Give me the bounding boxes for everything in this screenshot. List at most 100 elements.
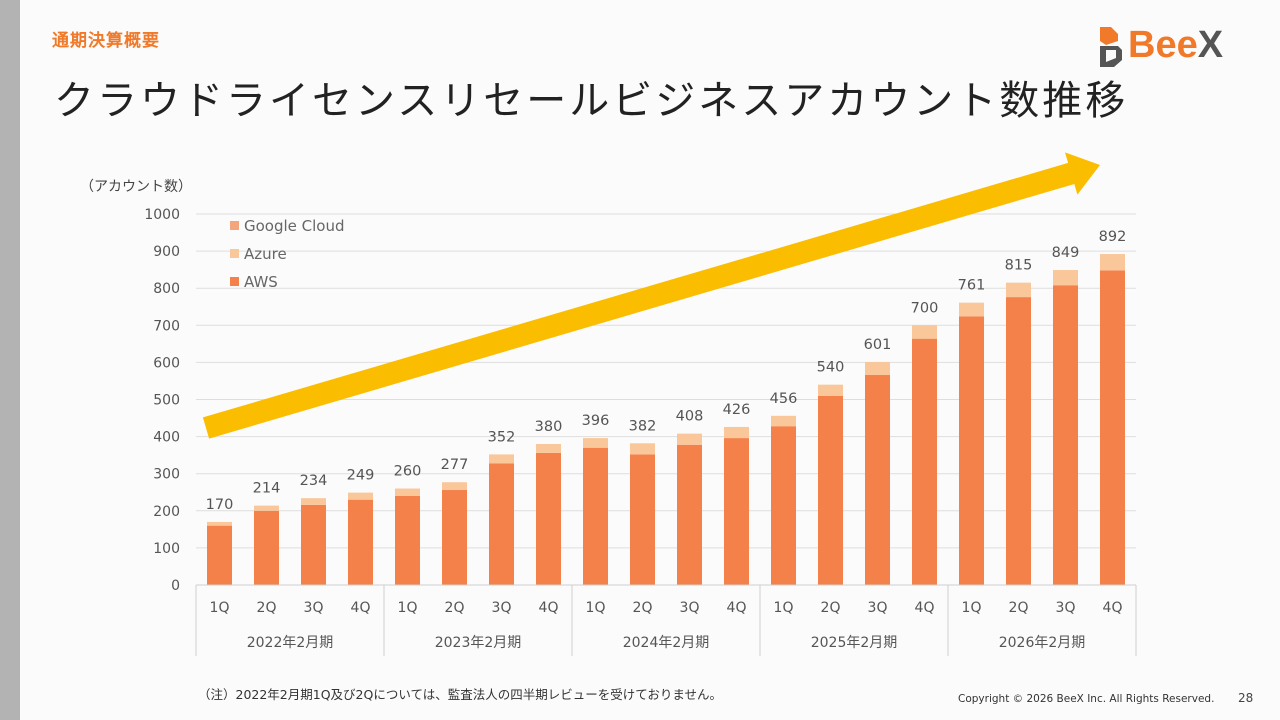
bar-azure [724,426,749,439]
total-data-label: 260 [394,464,422,480]
bar-aws [583,447,608,585]
y-tick-label: 500 [153,393,180,409]
bar-azure [489,454,514,464]
total-data-label: 815 [1005,258,1033,274]
legend-swatch [230,221,239,230]
total-data-label: 380 [535,419,563,435]
bar-aws [254,510,279,585]
bar-aws [301,504,326,585]
bar-azure [959,302,984,317]
section-label: 通期決算概要 [52,31,160,51]
y-tick-label: 700 [153,318,180,334]
beex-logo-mark-icon [1100,27,1122,67]
bar-azure [1053,270,1078,286]
footnote: （注）2022年2月期1Q及び2Qについては、監査法人の四半期レビューを受けてお… [198,687,722,702]
bar-azure [583,438,608,448]
beex-logo-text: BeeX [1128,24,1224,66]
x-tick-label: 3Q [304,600,324,616]
bar-azure [912,325,937,339]
total-data-label: 170 [206,497,234,513]
bar-azure [395,488,420,496]
bar-azure [442,482,467,491]
total-data-label: 277 [441,457,469,473]
total-data-label: 849 [1052,245,1080,261]
legend-swatch [230,277,239,286]
total-data-label: 214 [253,481,281,497]
y-tick-label: 1000 [144,207,180,223]
bar-aws [489,463,514,585]
bar-azure [536,444,561,453]
x-tick-label: 4Q [351,600,371,616]
x-tick-label: 1Q [398,600,418,616]
bar-azure [348,492,373,500]
x-tick-label: 4Q [727,600,747,616]
x-tick-label: 3Q [1056,600,1076,616]
bar-aws [630,454,655,585]
bar-azure [677,433,702,445]
y-tick-label: 0 [171,578,180,594]
bar-aws [395,495,420,585]
total-data-label: 601 [864,337,892,353]
bar-azure [207,521,232,526]
y-axis-unit-label: （アカウント数） [80,179,192,195]
y-tick-label: 800 [153,281,180,297]
x-tick-label: 1Q [774,600,794,616]
x-tick-label: 4Q [539,600,559,616]
total-data-label: 234 [300,473,328,489]
x-tick-label: 4Q [1103,600,1123,616]
copyright: Copyright © 2026 BeeX Inc. All Rights Re… [958,693,1215,705]
page-title: クラウドライセンスリセールビジネスアカウント数推移 [54,78,1129,124]
left-accent-bar [0,0,20,720]
beex-logo: BeeX [1096,24,1236,70]
group-label: 2025年2月期 [811,635,898,651]
legend-swatch [230,249,239,258]
x-tick-label: 2Q [257,600,277,616]
group-label: 2023年2月期 [435,635,522,651]
x-tick-label: 2Q [821,600,841,616]
trend-arrow [202,152,1100,439]
y-tick-label: 200 [153,504,180,520]
y-tick-label: 400 [153,430,180,446]
legend-label: Google Cloud [244,217,345,235]
bar-azure [254,505,279,511]
total-data-label: 408 [676,409,704,425]
bar-azure [1100,254,1125,271]
total-data-label: 396 [582,413,610,429]
y-tick-label: 600 [153,355,180,371]
y-tick-label: 900 [153,244,180,260]
total-data-label: 761 [958,278,986,294]
x-tick-label: 2Q [1009,600,1029,616]
total-data-label: 249 [347,468,375,484]
y-tick-label: 300 [153,467,180,483]
bar-azure [818,384,843,396]
total-data-label: 352 [488,429,516,445]
total-data-label: 456 [770,391,798,407]
bar-azure [630,443,655,455]
bar-aws [818,395,843,585]
bar-aws [442,490,467,585]
bar-aws [771,426,796,585]
x-tick-label: 3Q [680,600,700,616]
page-number: 28 [1238,691,1254,705]
x-tick-label: 3Q [492,600,512,616]
x-tick-label: 4Q [915,600,935,616]
bar-aws [348,499,373,585]
legend-label: Azure [244,245,287,263]
bar-aws [865,375,890,585]
x-tick-label: 3Q [868,600,888,616]
x-tick-label: 2Q [445,600,465,616]
group-label: 2026年2月期 [999,635,1086,651]
legend-label: AWS [244,273,278,291]
x-tick-label: 1Q [962,600,982,616]
x-tick-label: 2Q [633,600,653,616]
bar-aws [677,444,702,585]
bar-azure [1006,282,1031,298]
group-label: 2022年2月期 [247,635,334,651]
total-data-label: 426 [723,402,751,418]
total-data-label: 382 [629,418,657,434]
total-data-label: 540 [817,360,845,376]
y-tick-label: 100 [153,541,180,557]
bar-azure [771,415,796,427]
bar-aws [536,452,561,585]
